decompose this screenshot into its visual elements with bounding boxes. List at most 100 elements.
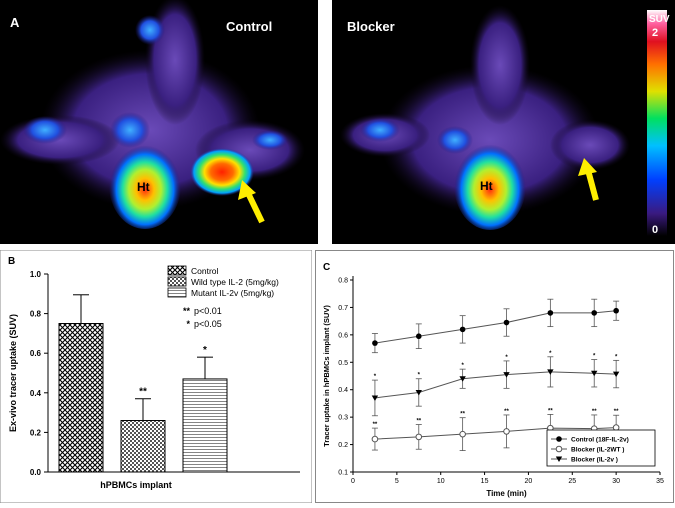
x-tick-label: 20 — [525, 478, 533, 485]
y-tick-label: 0.6 — [338, 332, 348, 339]
data-point — [459, 430, 466, 438]
data-point — [503, 428, 510, 435]
panel-b: B 0.0 0.2 0.4 0.6 0.8 1.0 Ex-vivo tracer uptake… — [0, 249, 313, 504]
heart-label-blocker: Ht — [480, 179, 493, 193]
panel-a: A Control Ht Blocker Ht SUV 2 0 — [0, 0, 675, 248]
y-tick-label: 0.7 — [338, 305, 348, 312]
x-tick-label: 0 — [351, 478, 355, 485]
significance-mark: * — [203, 345, 207, 356]
blocker-arrow-icon — [578, 158, 597, 176]
panel-a-svg: A Control Ht Blocker Ht SUV 2 0 — [0, 0, 675, 244]
y-tick-label: 0.3 — [338, 415, 348, 422]
data-point — [415, 389, 422, 396]
significance-mark: ** — [548, 408, 553, 414]
colorbar-title: SUV — [649, 14, 670, 25]
panel-c-letter: C — [323, 262, 330, 273]
significance-mark: * — [549, 351, 552, 357]
x-tick-label: 15 — [481, 478, 489, 485]
x-tick-label: 10 — [437, 478, 445, 485]
data-point — [555, 445, 563, 453]
data-point — [503, 372, 510, 378]
legend-note-text: p<0.05 — [194, 319, 222, 329]
y-tick-label: 0.8 — [338, 278, 348, 285]
y-tick-label: 0.2 — [30, 428, 42, 437]
data-point — [415, 333, 422, 340]
x-tick-label: 30 — [612, 478, 620, 485]
heart-label-control: Ht — [137, 180, 150, 194]
legend-note-mark: * — [186, 319, 190, 329]
data-point — [415, 433, 423, 441]
panel-c: C 0.1 0.2 0.3 0.4 0.5 0.6 0.7 0.8 0 5 10 15 20 25 30 35 T… — [315, 250, 675, 503]
significance-mark: ** — [614, 409, 619, 415]
y-tick-label: 0.8 — [30, 310, 42, 319]
y-tick-label: 0.1 — [338, 470, 348, 477]
significance-mark: ** — [373, 422, 378, 428]
significance-mark: ** — [592, 409, 597, 415]
control-image-label: Control — [226, 19, 272, 34]
panel-c-chart: C 0.1 0.2 0.3 0.4 0.5 0.6 0.7 0.8 0 5 10 15 20 25 30 35 T… — [315, 250, 674, 503]
y-tick-label: 0.6 — [30, 349, 42, 358]
legend-label: Control — [191, 266, 219, 276]
significance-mark: * — [505, 355, 508, 361]
y-tick-label: 0.4 — [338, 387, 348, 394]
legend-note-mark: ** — [183, 306, 191, 316]
legend-label: Blocker (IL-2WT ) — [571, 447, 624, 454]
blocker-image-label: Blocker — [347, 19, 395, 34]
significance-mark: * — [593, 354, 596, 360]
data-point — [371, 395, 379, 401]
significance-mark: * — [461, 363, 464, 369]
significance-mark: * — [418, 373, 421, 379]
legend-swatch — [167, 287, 187, 298]
data-point — [591, 310, 598, 316]
data-point — [459, 376, 466, 382]
legend-swatch — [167, 276, 187, 287]
data-point — [591, 370, 598, 377]
y-tick-label: 0.4 — [30, 389, 42, 398]
control-arrow-shaft — [245, 191, 265, 224]
data-point — [459, 326, 466, 333]
blocker-pet-image: Blocker Ht — [332, 0, 675, 244]
control-arrow-icon — [238, 180, 256, 200]
panel-b-chart: B 0.0 0.2 0.4 0.6 0.8 1.0 Ex-vivo tracer uptake… — [0, 249, 313, 504]
bar — [182, 378, 228, 473]
x-tick-label: 5 — [395, 478, 399, 485]
series-2: * **** * * — [371, 351, 620, 417]
legend-box — [546, 429, 656, 467]
data-point — [547, 369, 554, 375]
colorbar-min-label: 0 — [652, 224, 658, 236]
suv-colorbar: SUV 2 0 — [647, 10, 670, 236]
x-axis-label: Time (min) — [486, 489, 527, 498]
x-tick-label: 35 — [656, 478, 664, 485]
significance-mark: ** — [504, 409, 509, 415]
y-tick-label: 0.5 — [338, 360, 348, 367]
data-point — [503, 319, 510, 326]
legend-label: Mutant IL-2v (5mg/kg) — [191, 288, 274, 298]
colorbar-max-label: 2 — [652, 27, 658, 39]
legend-label: Control (18F-IL-2v) — [571, 437, 629, 444]
y-axis-label: Tracer uptake in hPBMCs implant (SUV) — [322, 305, 331, 447]
significance-mark: * — [374, 374, 377, 380]
y-tick-label: 0.0 — [30, 468, 42, 477]
panel-b-letter: B — [8, 256, 15, 267]
y-tick-label: 0.2 — [338, 442, 348, 449]
control-pet-image: A Control Ht — [0, 0, 318, 244]
significance-mark: * — [615, 354, 618, 360]
x-axis-label: hPBMCs implant — [100, 480, 172, 490]
legend-label: Blocker (IL-2v ) — [571, 457, 618, 464]
data-point — [612, 371, 620, 378]
series-0 — [371, 298, 620, 354]
legend-swatch — [167, 265, 187, 276]
panel-a-letter: A — [10, 15, 20, 30]
bar — [120, 420, 166, 473]
data-point — [612, 424, 620, 431]
significance-mark: ** — [139, 387, 147, 398]
x-tick-label: 25 — [568, 478, 576, 485]
data-point — [556, 436, 562, 442]
data-point — [613, 307, 619, 314]
data-point — [372, 340, 378, 346]
legend-label: Wild type IL-2 (5mg/kg) — [191, 277, 279, 287]
significance-mark: ** — [416, 419, 421, 425]
data-point — [371, 435, 379, 443]
y-tick-label: 1.0 — [30, 270, 42, 279]
legend-note-text: p<0.01 — [194, 306, 222, 316]
